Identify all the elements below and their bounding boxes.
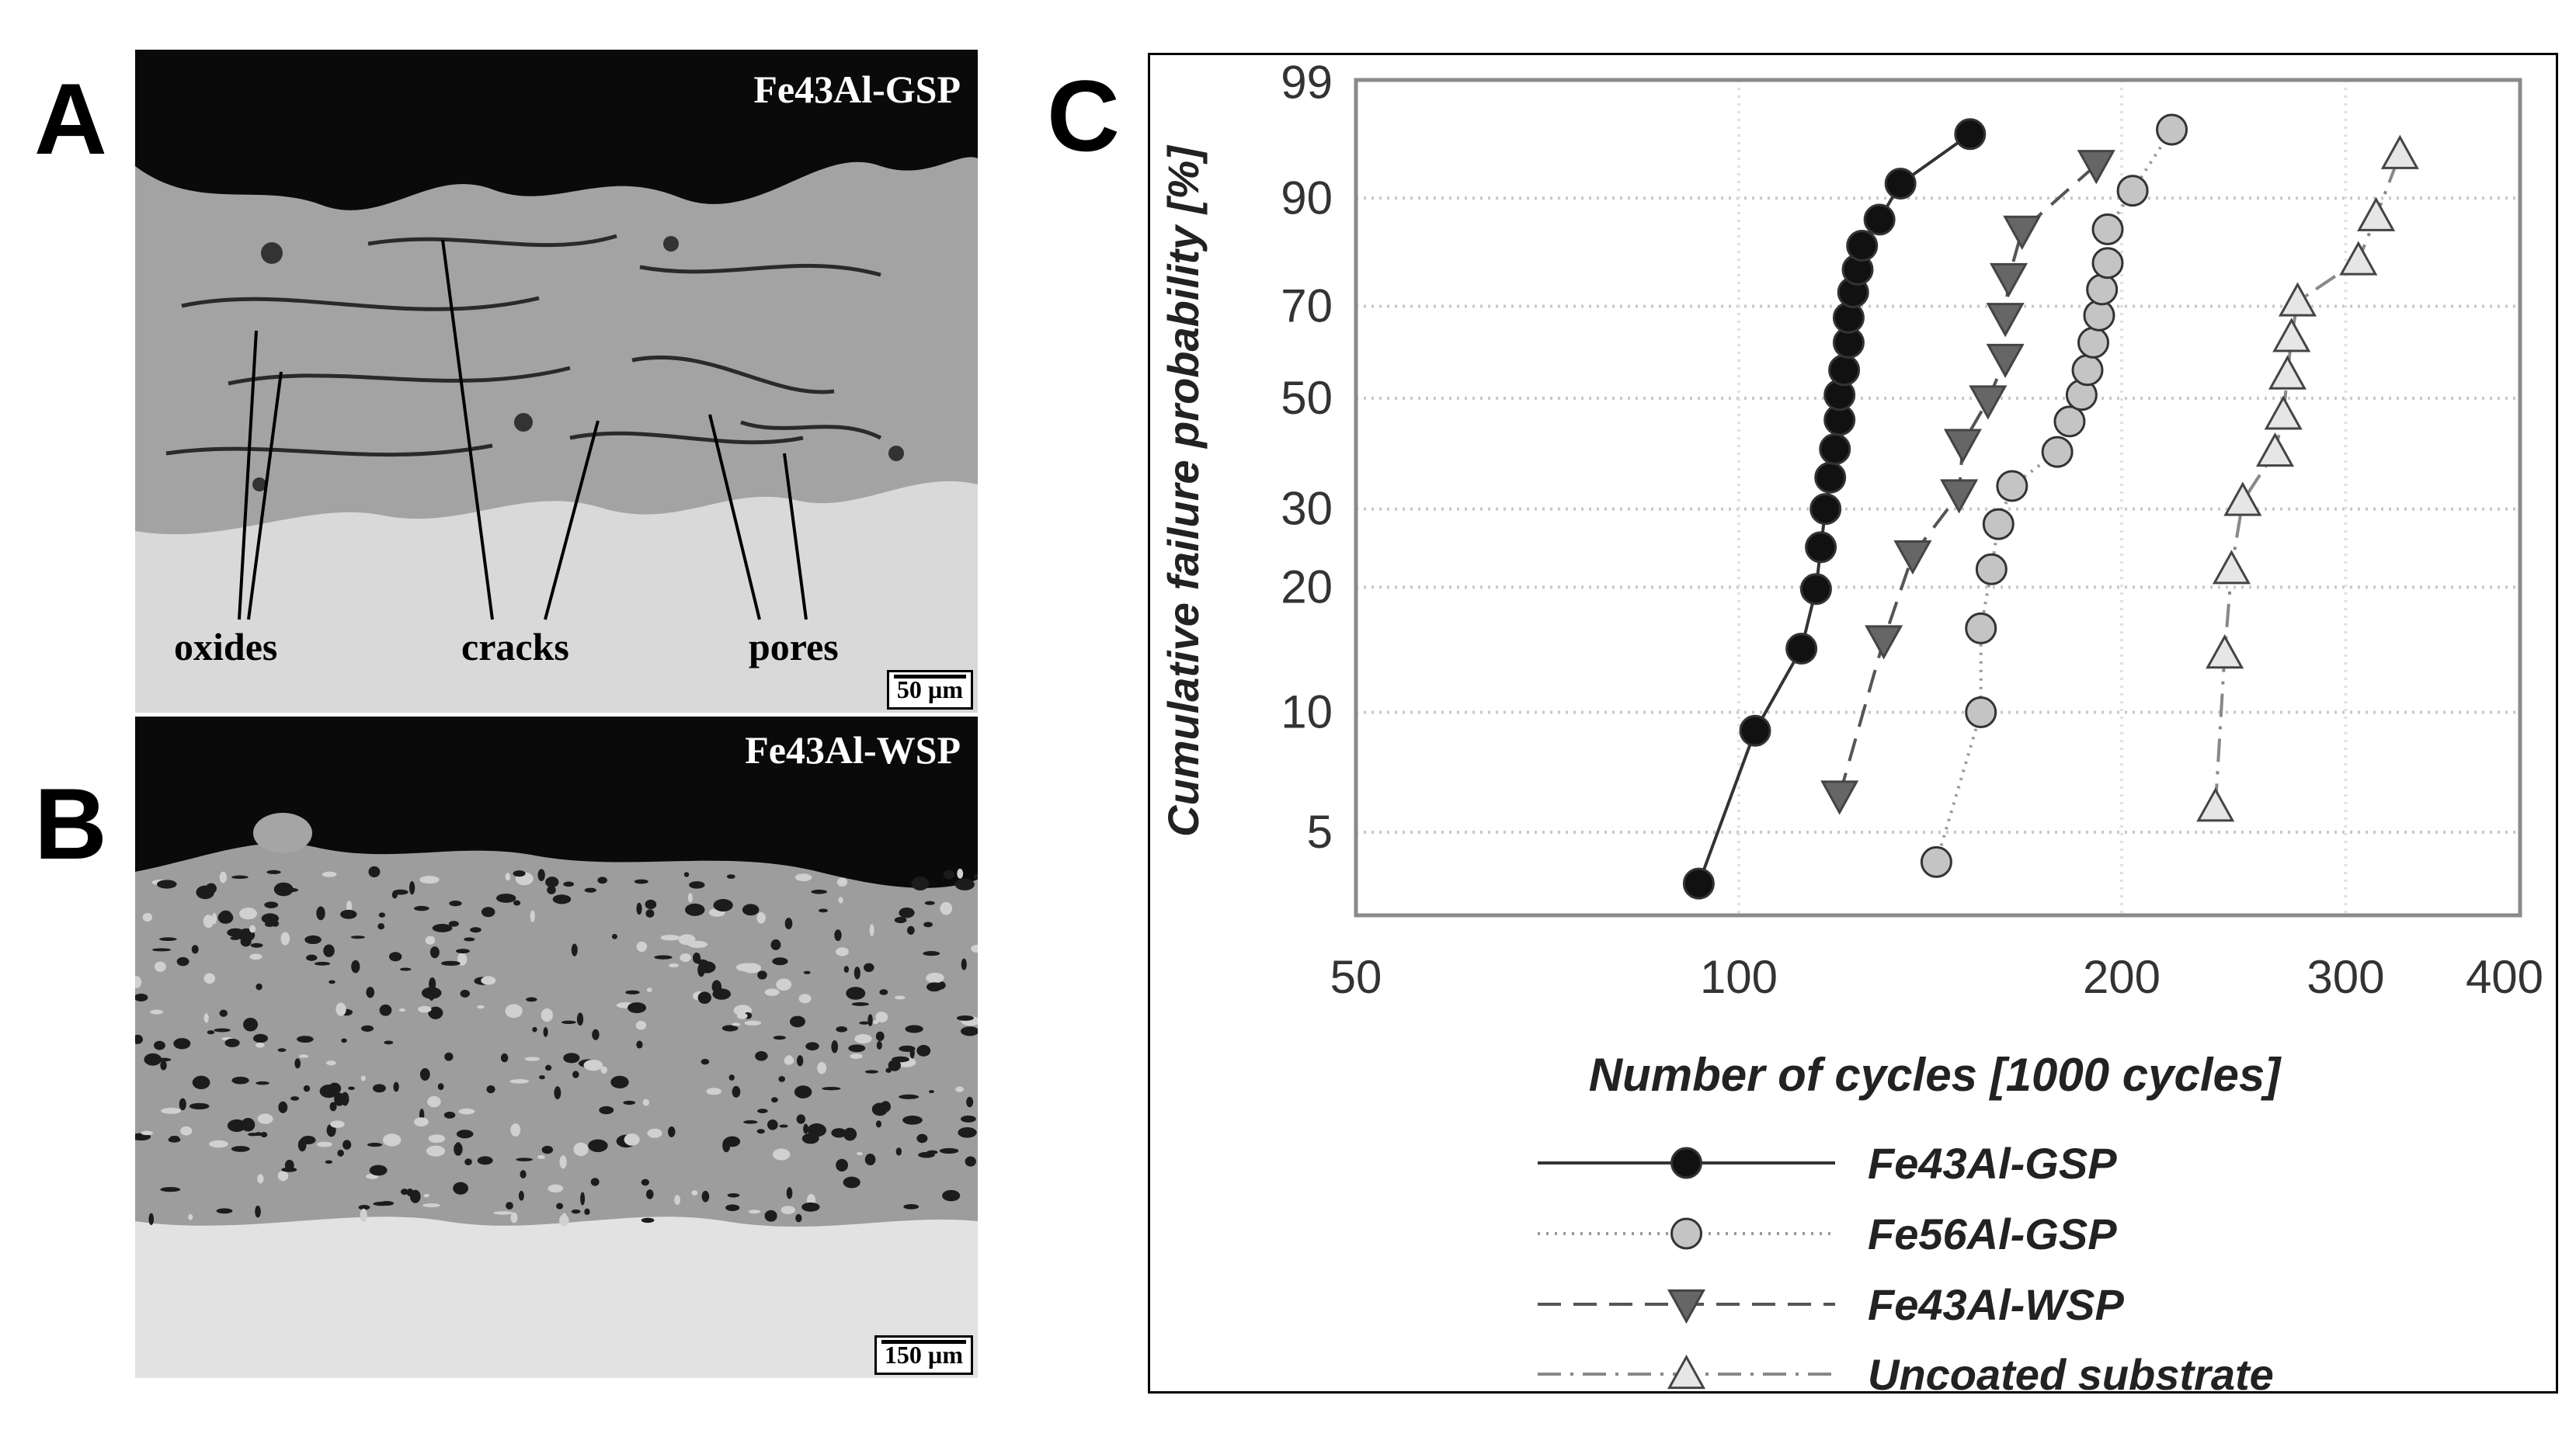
data-point-fe43al-gsp — [1828, 354, 1861, 387]
y-tick-label: 30 — [1281, 483, 1333, 535]
data-point-fe43al-wsp — [1865, 625, 1903, 660]
data-point-uncoated-substrate — [2278, 282, 2317, 317]
data-point-fe56al-gsp — [1996, 470, 2028, 502]
data-point-fe43al-gsp — [1884, 167, 1917, 200]
data-point-fe43al-wsp — [1969, 385, 2008, 420]
data-point-fe56al-gsp — [2091, 213, 2124, 245]
data-point-fe43al-wsp — [1940, 479, 1979, 514]
panel-label-b: B — [34, 767, 107, 880]
y-tick-label: 99 — [1281, 56, 1333, 108]
data-point-fe43al-wsp — [1820, 780, 1859, 815]
data-point-fe43al-wsp — [2003, 215, 2042, 250]
data-point-fe43al-gsp — [1863, 203, 1896, 236]
data-point-fe56al-gsp — [1975, 553, 2008, 585]
legend-marker — [1667, 1354, 1706, 1390]
y-tick-label: 90 — [1281, 172, 1333, 224]
legend-marker — [1670, 1147, 1702, 1179]
y-tick-label: 10 — [1281, 686, 1333, 738]
x-tick-label: 100 — [1700, 951, 1778, 1003]
y-tick-label: 70 — [1281, 279, 1333, 331]
data-point-uncoated-substrate — [2255, 432, 2295, 467]
weibull-chart: 5 10 20 30 50 70 90 99 50 100 200 300 400 Cumulative … — [1159, 56, 2543, 1396]
series-line-1 — [1935, 128, 2174, 863]
micrograph-b: Fe43Al-WSP 150 µm — [135, 717, 978, 1378]
micrograph-a-image — [135, 50, 978, 713]
panel-label-c: C — [1047, 59, 1120, 172]
legend-marker — [1667, 1289, 1706, 1324]
data-point-fe56al-gsp — [2083, 299, 2115, 331]
data-point-fe56al-gsp — [2071, 354, 2104, 387]
micrograph-a: Fe43Al-GSP oxides cracks pores 50 µm — [135, 50, 978, 713]
data-point-fe56al-gsp — [2077, 326, 2110, 359]
data-point-uncoated-substrate — [2223, 481, 2262, 516]
data-point-fe43al-gsp — [1682, 867, 1715, 900]
data-point-uncoated-substrate — [2196, 787, 2235, 822]
weibull-chart-panel: 5 10 20 30 50 70 90 99 50 100 200 300 400 Cumulative … — [1148, 53, 2558, 1396]
data-point-fe43al-gsp — [1809, 493, 1842, 526]
data-point-fe56al-gsp — [1920, 845, 1952, 878]
data-point-uncoated-substrate — [2264, 395, 2303, 430]
data-point-uncoated-substrate — [2206, 634, 2244, 669]
data-point-uncoated-substrate — [2212, 550, 2251, 585]
y-tick-label: 20 — [1281, 561, 1333, 613]
micrograph-b-title: Fe43Al-WSP — [745, 728, 961, 772]
legend-label: Uncoated substrate — [1868, 1350, 2274, 1396]
panel-label-a: A — [34, 62, 107, 175]
data-point-fe43al-gsp — [1846, 229, 1879, 262]
data-point-fe43al-gsp — [1819, 433, 1851, 466]
data-point-fe43al-gsp — [1954, 118, 1987, 151]
data-point-uncoated-substrate — [2357, 196, 2396, 231]
data-point-fe56al-gsp — [1965, 612, 1997, 644]
y-tick-label: 50 — [1281, 372, 1333, 424]
scale-bar-b: 150 µm — [874, 1335, 973, 1375]
data-point-fe43al-gsp — [1805, 531, 1837, 564]
data-point-fe43al-gsp — [1814, 461, 1847, 494]
legend-label: Fe43Al-WSP — [1868, 1280, 2124, 1329]
data-point-fe56al-gsp — [2091, 247, 2124, 279]
data-point-fe43al-wsp — [1986, 343, 2025, 379]
x-tick-label: 200 — [2083, 951, 2161, 1003]
data-point-fe56al-gsp — [2086, 273, 2119, 306]
data-point-fe43al-wsp — [1986, 303, 2025, 338]
data-point-fe56al-gsp — [2053, 405, 2086, 438]
series-line-3 — [2213, 154, 2402, 807]
x-axis-label: Number of cycles [1000 cycles] — [1589, 1049, 2282, 1101]
x-tick-label: 300 — [2307, 951, 2384, 1003]
scale-bar-a: 50 µm — [886, 670, 973, 710]
data-point-fe43al-gsp — [1739, 714, 1771, 747]
micrograph-b-image — [135, 717, 978, 1378]
data-point-uncoated-substrate — [2380, 134, 2419, 169]
legend-label: Fe56Al-GSP — [1868, 1210, 2117, 1258]
plot-frame — [1354, 78, 2522, 918]
data-point-uncoated-substrate — [2339, 241, 2378, 276]
y-tick-label: 5 — [1307, 806, 1333, 858]
data-point-fe56al-gsp — [1965, 696, 1997, 728]
data-point-fe56al-gsp — [1982, 508, 2015, 540]
label-pores: pores — [749, 625, 839, 668]
x-tick-label: 50 — [1330, 951, 1382, 1003]
legend-label: Fe43Al-GSP — [1868, 1139, 2117, 1188]
x-tick-label: 400 — [2466, 951, 2543, 1003]
data-point-uncoated-substrate — [2272, 318, 2311, 352]
data-point-fe56al-gsp — [2116, 175, 2149, 207]
data-point-fe43al-gsp — [1799, 573, 1832, 606]
data-point-fe43al-wsp — [1893, 540, 1932, 575]
data-point-fe56al-gsp — [2156, 113, 2188, 146]
label-cracks: cracks — [461, 625, 569, 668]
y-axis-label: Cumulative failure probability [%] — [1159, 144, 1208, 837]
legend-marker — [1670, 1217, 1702, 1250]
label-oxides: oxides — [174, 625, 278, 668]
data-point-fe43al-wsp — [1989, 262, 2028, 298]
data-point-fe43al-wsp — [1943, 429, 1982, 463]
data-point-fe43al-gsp — [1785, 633, 1818, 665]
data-point-fe43al-wsp — [2077, 150, 2115, 185]
micrograph-a-title: Fe43Al-GSP — [753, 68, 961, 111]
data-point-uncoated-substrate — [2268, 355, 2307, 390]
data-point-fe56al-gsp — [2041, 436, 2074, 468]
